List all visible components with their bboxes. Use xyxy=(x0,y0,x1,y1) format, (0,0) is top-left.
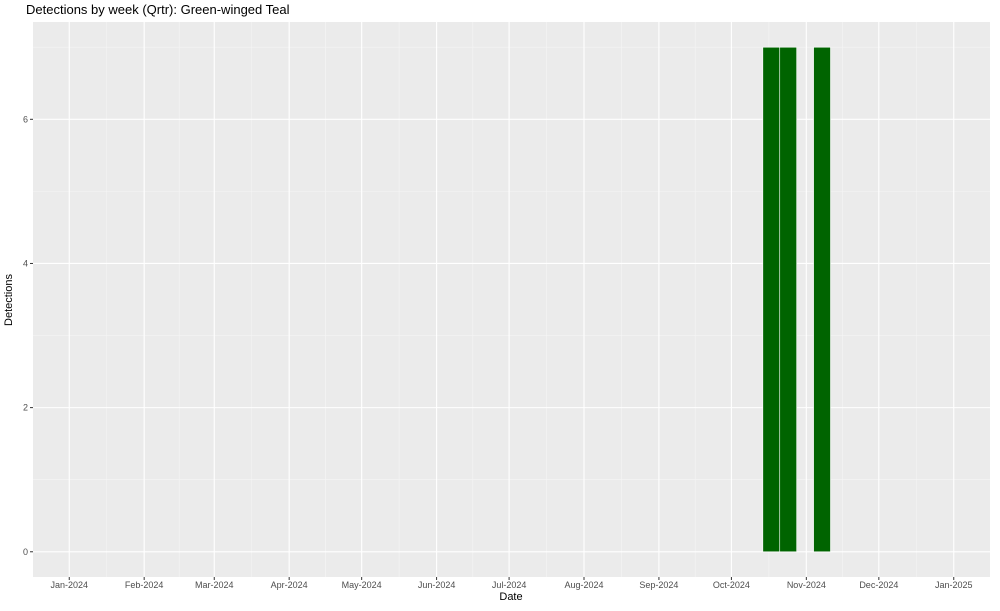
chart-title: Detections by week (Qrtr): Green-winged … xyxy=(26,2,290,17)
plot-panel xyxy=(33,22,990,577)
bar xyxy=(762,46,781,553)
x-tick-label: Jun-2024 xyxy=(418,580,456,590)
x-tick-label: Jul-2024 xyxy=(492,580,527,590)
x-tick-label: Jan-2025 xyxy=(935,580,973,590)
y-tick-label: 2 xyxy=(23,403,28,413)
x-tick-label: Jan-2024 xyxy=(50,580,88,590)
y-tick-label: 6 xyxy=(23,114,28,124)
x-tick-label: Feb-2024 xyxy=(125,580,164,590)
bar xyxy=(779,46,797,553)
x-tick-label: May-2024 xyxy=(342,580,382,590)
x-axis-label: Date xyxy=(499,591,522,603)
x-tick-label: Nov-2024 xyxy=(787,580,826,590)
x-tick-label: Aug-2024 xyxy=(564,580,603,590)
x-tick-label: Sep-2024 xyxy=(639,580,678,590)
x-tick-label: Apr-2024 xyxy=(271,580,308,590)
y-tick-label: 4 xyxy=(23,258,28,268)
bar xyxy=(813,46,831,553)
x-tick-label: Mar-2024 xyxy=(195,580,234,590)
x-tick-label: Dec-2024 xyxy=(859,580,898,590)
y-axis-label: Detections xyxy=(3,274,15,326)
y-tick-label: 0 xyxy=(23,547,28,557)
x-tick-label: Oct-2024 xyxy=(713,580,750,590)
